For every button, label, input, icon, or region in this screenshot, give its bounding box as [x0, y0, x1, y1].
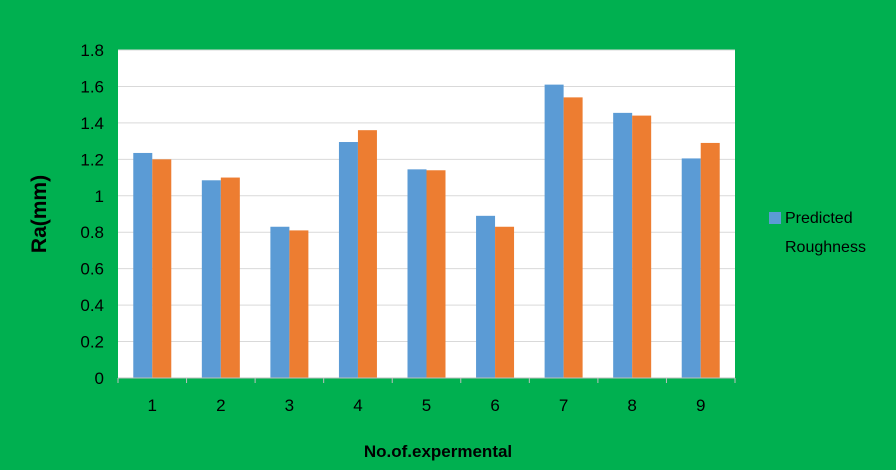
- x-tick-label: 7: [559, 396, 568, 415]
- bar-series-1-cat-1: [133, 152, 153, 378]
- bar-series-2-cat-8: [632, 115, 652, 378]
- axes: [117, 377, 736, 383]
- bar-series-2-cat-4: [357, 130, 377, 378]
- bar-series-1-cat-4: [338, 142, 358, 378]
- x-tick-label: 4: [353, 396, 362, 415]
- y-tick-label: 1: [95, 187, 104, 206]
- y-tick-label: 1.4: [80, 114, 104, 133]
- bar-series-2-cat-7: [563, 97, 583, 378]
- bar-series-2-cat-5: [426, 170, 446, 378]
- y-tick-label: 1.2: [80, 150, 104, 169]
- x-tick-label: 8: [627, 396, 636, 415]
- x-tick-label: 5: [422, 396, 431, 415]
- legend: Predicted Roughness: [769, 210, 866, 256]
- bar-series-1-cat-8: [613, 112, 633, 378]
- legend-label-line-1: Predicted: [785, 210, 853, 227]
- bar-series-1-cat-7: [544, 84, 564, 378]
- bar-series-2-cat-6: [495, 226, 515, 378]
- x-tick-label: 6: [490, 396, 499, 415]
- y-tick-label: 1.8: [80, 41, 104, 60]
- x-axis-title: No.of.expermental: [364, 442, 512, 461]
- x-tick-labels: 1 2 3 4 5 6 7 8 9: [148, 396, 706, 415]
- bar-series-2-cat-1: [152, 159, 172, 378]
- x-tick-label: 2: [216, 396, 225, 415]
- y-tick-labels: 0 0.2 0.4 0.6 0.8 1 1.2 1.4 1.6 1.8: [80, 41, 104, 388]
- bar-series-2-cat-3: [289, 230, 309, 378]
- legend-swatch-predicted-roughness: [769, 212, 781, 224]
- y-tick-label: 0.6: [80, 260, 104, 279]
- x-tick-label: 9: [696, 396, 705, 415]
- bar-series-2-cat-9: [700, 142, 720, 378]
- y-tick-label: 1.6: [80, 77, 104, 96]
- y-tick-label: 0.4: [80, 296, 104, 315]
- y-tick-label: 0: [95, 369, 104, 388]
- bar-series-1-cat-6: [476, 215, 496, 378]
- y-tick-label: 0.8: [80, 223, 104, 242]
- bar-series-2-cat-2: [220, 177, 240, 378]
- y-tick-label: 0.2: [80, 333, 104, 352]
- legend-label-line-2: Roughness: [785, 239, 866, 256]
- y-axis-title: Ra(mm): [28, 175, 51, 253]
- bar-series-1-cat-5: [407, 169, 427, 378]
- bar-series-1-cat-3: [270, 226, 290, 378]
- bar-series-1-cat-9: [681, 158, 701, 378]
- x-tick-label: 3: [285, 396, 294, 415]
- bar-series-1-cat-2: [201, 180, 221, 378]
- x-tick-label: 1: [148, 396, 157, 415]
- bars: [133, 84, 720, 378]
